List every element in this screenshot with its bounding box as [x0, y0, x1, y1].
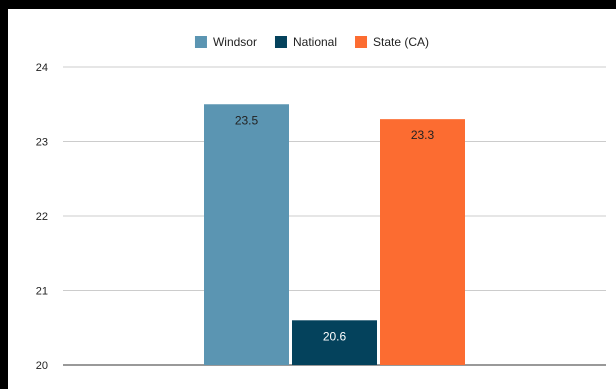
legend-item: National [274, 35, 337, 49]
bar-chart: 20 21 22 23 24 23.5 20.6 23.3 Windsor National S… [36, 35, 606, 372]
y-axis-ticks: 20 21 22 23 24 [36, 62, 48, 372]
data-label-windsor: 23.5 [235, 113, 259, 127]
y-tick-label: 21 [36, 286, 48, 298]
gridlines [63, 66, 606, 366]
data-labels: 23.5 20.6 23.3 [235, 113, 435, 343]
legend-swatch [274, 36, 287, 48]
legend-label: National [293, 35, 337, 49]
legend-swatch [194, 36, 207, 48]
data-label-state-ca: 23.3 [411, 128, 435, 142]
legend-swatch [355, 36, 368, 48]
chart-frame: 20 21 22 23 24 23.5 20.6 23.3 Windsor National S… [8, 9, 616, 389]
legend: Windsor National State (CA) [194, 35, 429, 49]
legend-label: Windsor [213, 35, 257, 49]
y-tick-label: 23 [36, 137, 48, 149]
legend-label: State (CA) [373, 35, 429, 49]
y-tick-label: 20 [36, 360, 48, 372]
legend-item: Windsor [194, 35, 257, 49]
bars [204, 104, 465, 366]
legend-item: State (CA) [355, 35, 429, 49]
bar-national [292, 320, 377, 365]
bar-state-ca [380, 119, 465, 366]
y-tick-label: 22 [36, 211, 48, 223]
bar-windsor [204, 104, 289, 365]
data-label-national: 20.6 [323, 329, 347, 343]
y-tick-label: 24 [36, 62, 48, 74]
